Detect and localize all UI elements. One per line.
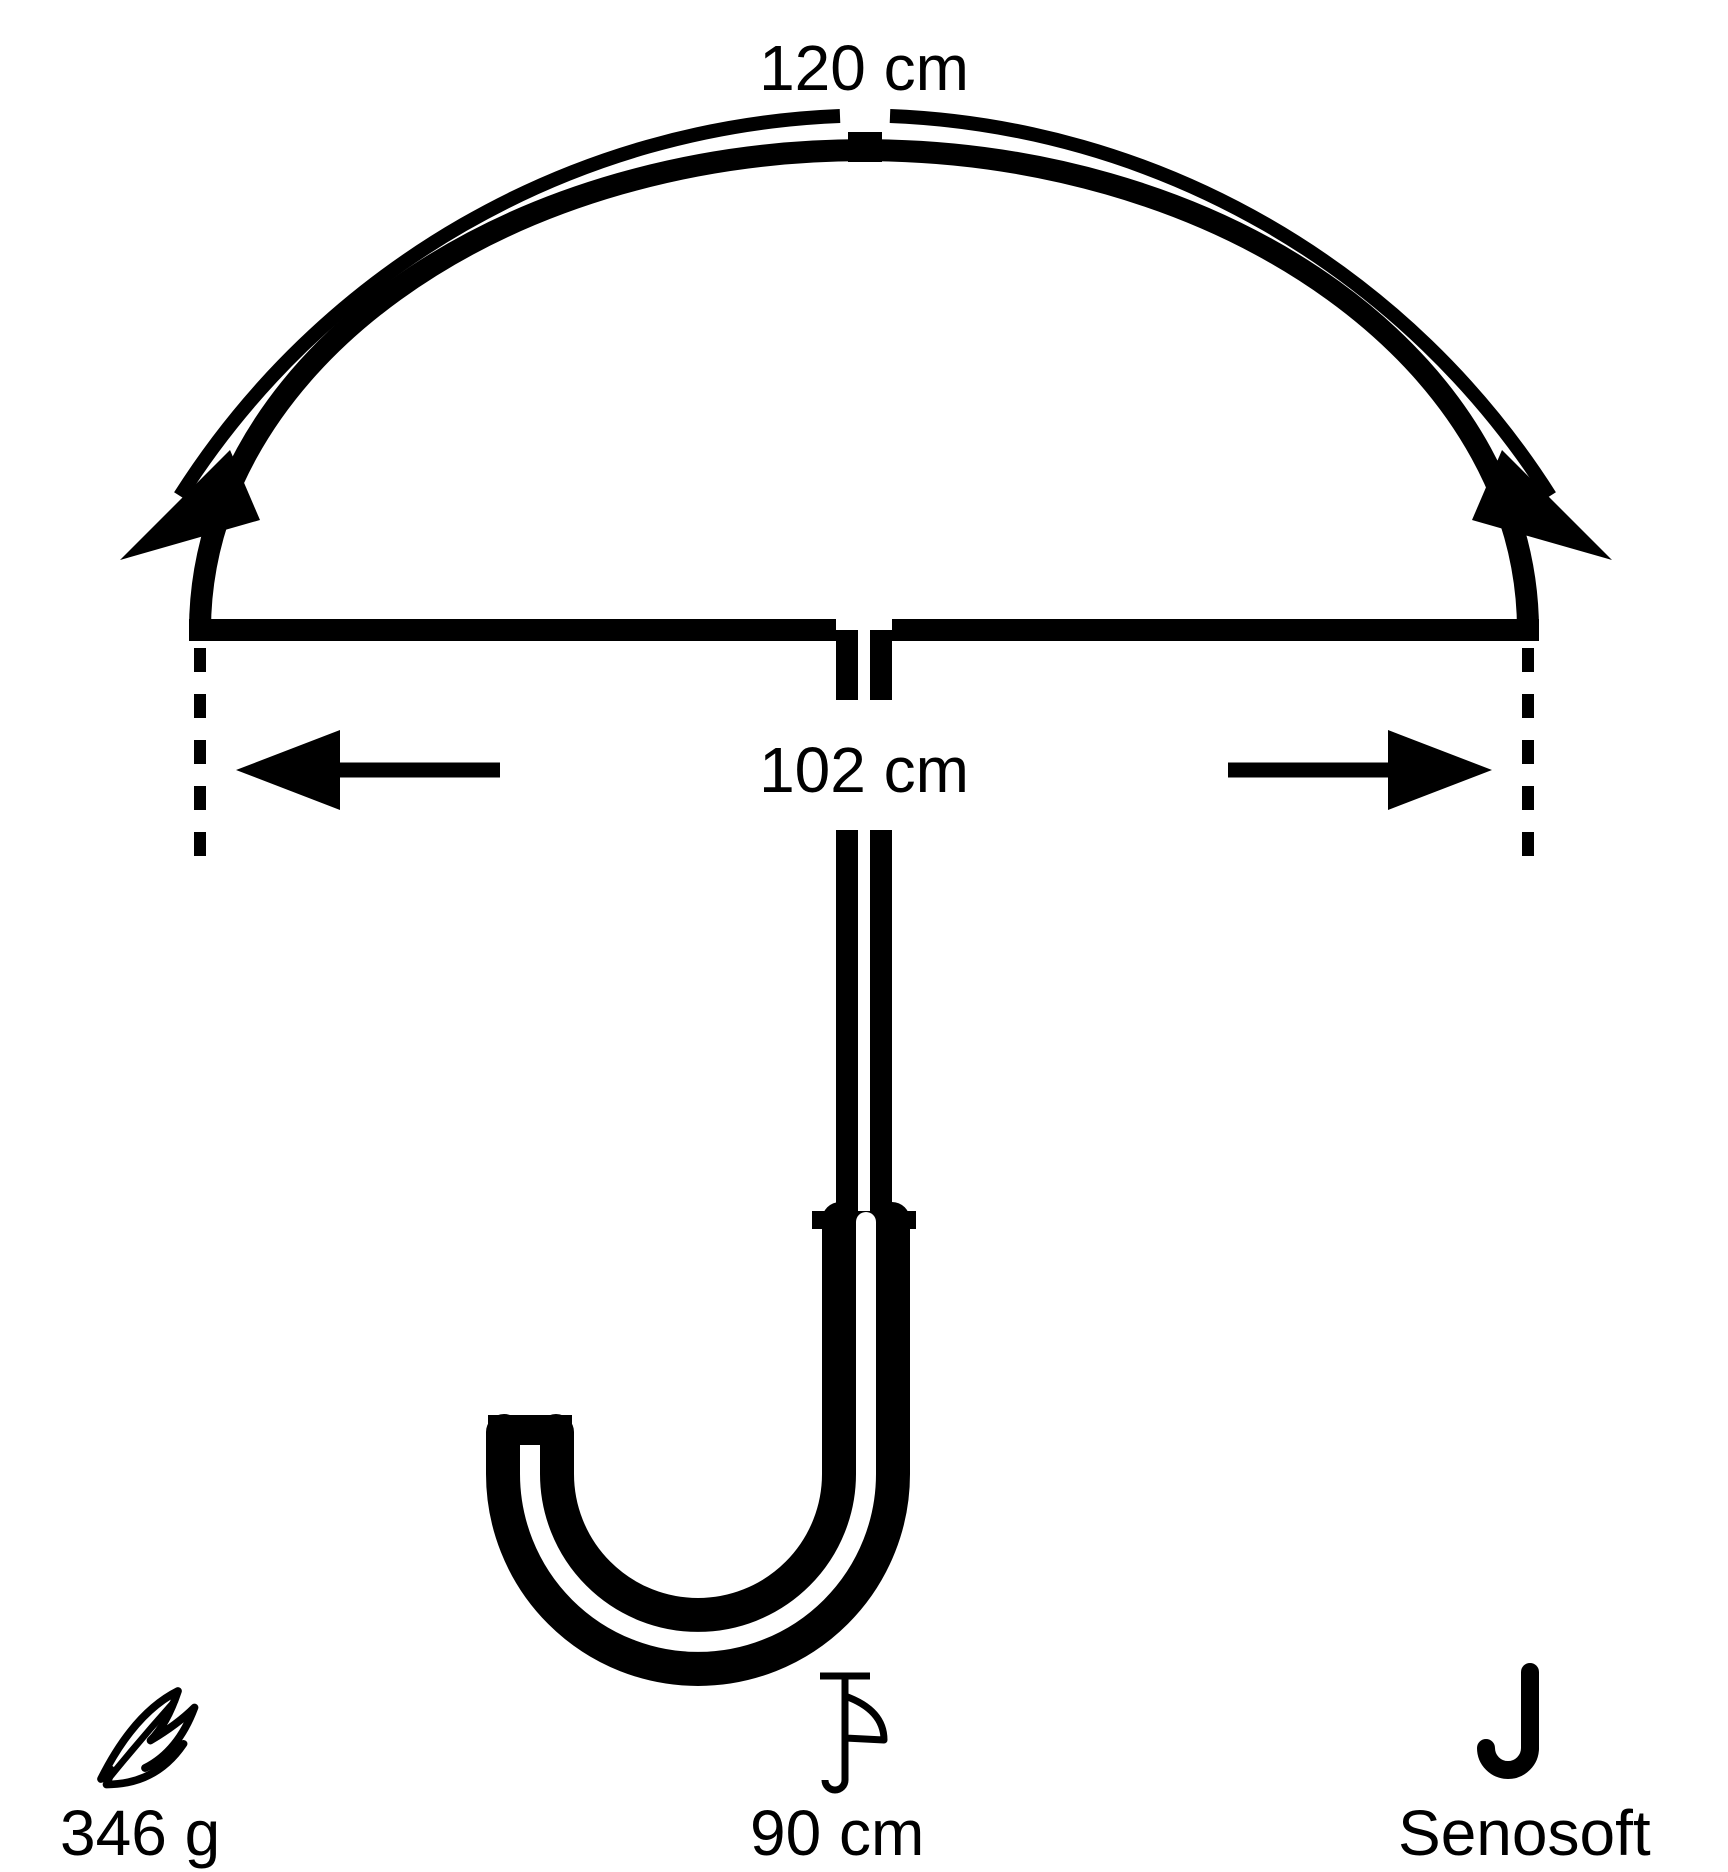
weight-spec: 346 g [60,1691,220,1869]
hook-icon [1486,1672,1530,1770]
arc-width-label: 120 cm [759,32,969,104]
closed-umbrella-icon [820,1676,884,1790]
weight-label: 346 g [60,1797,220,1869]
handle-label: Senosoft [1398,1797,1651,1869]
diameter-label: 102 cm [759,734,969,806]
umbrella-handle [488,1220,896,1668]
feather-icon [101,1691,195,1785]
height-spec: 90 cm [750,1676,924,1869]
handle-spec: Senosoft [1398,1672,1651,1869]
umbrella-shaft [847,630,881,1220]
height-label: 90 cm [750,1797,924,1869]
umbrella-canopy [189,132,1539,630]
umbrella-diagram: 120 cm 102 cm [0,0,1728,1872]
